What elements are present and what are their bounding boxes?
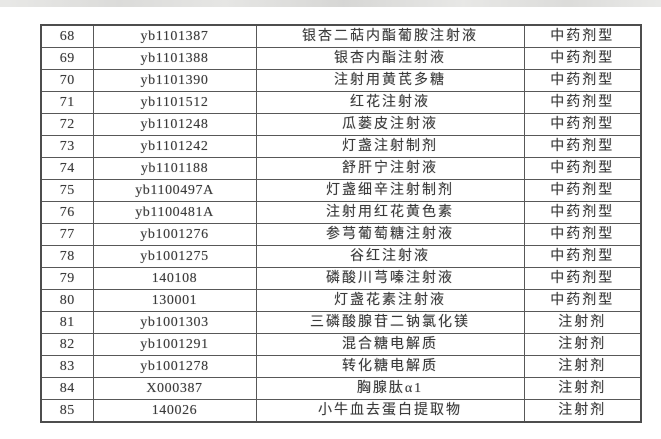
code-cell: yb1100481A [92, 201, 257, 224]
table-row: 82 yb1001291 混合糖电解质 注射剂 [40, 333, 642, 356]
row-number-cell: 81 [40, 311, 94, 334]
table-row: 75 yb1100497A 灯盏细辛注射制剂 中药剂型 [40, 179, 642, 202]
code-cell: X000387 [92, 377, 257, 400]
code-cell: 140108 [92, 267, 257, 290]
category-cell: 中药剂型 [523, 179, 642, 202]
drug-name-cell: 谷红注射液 [255, 245, 525, 268]
drug-list-table: 68 yb1101387 银杏二萜内酯葡胺注射液 中药剂型 69 yb1101388 银杏内… [40, 24, 642, 423]
category-cell: 中药剂型 [523, 223, 642, 246]
drug-name-cell: 混合糖电解质 [255, 333, 525, 356]
table-row: 69 yb1101388 银杏内酯注射液 中药剂型 [40, 47, 642, 70]
drug-name-cell: 注射用黄芪多糖 [255, 69, 525, 92]
category-cell: 中药剂型 [523, 113, 642, 136]
drug-name-cell: 银杏内酯注射液 [255, 47, 525, 70]
scan-artifact-strip [0, 0, 661, 7]
drug-name-cell: 银杏二萜内酯葡胺注射液 [255, 24, 525, 48]
drug-name-cell: 灯盏注射制剂 [255, 135, 525, 158]
table-row: 81 yb1001303 三磷酸腺苷二钠氯化镁 注射剂 [40, 311, 642, 334]
code-cell: yb1101388 [92, 47, 257, 70]
drug-name-cell: 注射用红花黄色素 [255, 201, 525, 224]
table-row: 79 140108 磷酸川芎嗪注射液 中药剂型 [40, 267, 642, 290]
code-cell: 130001 [92, 289, 257, 312]
row-number-cell: 85 [40, 399, 94, 423]
category-cell: 中药剂型 [523, 91, 642, 114]
table-row: 74 yb1101188 舒肝宁注射液 中药剂型 [40, 157, 642, 180]
code-cell: yb1101387 [92, 24, 257, 48]
category-cell: 注射剂 [523, 333, 642, 356]
row-number-cell: 84 [40, 377, 94, 400]
table-row: 68 yb1101387 银杏二萜内酯葡胺注射液 中药剂型 [40, 24, 642, 48]
category-cell: 中药剂型 [523, 24, 642, 48]
drug-name-cell: 舒肝宁注射液 [255, 157, 525, 180]
row-number-cell: 68 [40, 24, 94, 48]
drug-name-cell: 转化糖电解质 [255, 355, 525, 378]
row-number-cell: 73 [40, 135, 94, 158]
code-cell: yb1001275 [92, 245, 257, 268]
category-cell: 中药剂型 [523, 135, 642, 158]
category-cell: 中药剂型 [523, 47, 642, 70]
code-cell: yb1101248 [92, 113, 257, 136]
category-cell: 中药剂型 [523, 267, 642, 290]
category-cell: 注射剂 [523, 377, 642, 400]
drug-table-body: 68 yb1101387 银杏二萜内酯葡胺注射液 中药剂型 69 yb1101388 银杏内… [40, 24, 642, 423]
table-row: 70 yb1101390 注射用黄芪多糖 中药剂型 [40, 69, 642, 92]
drug-name-cell: 小牛血去蛋白提取物 [255, 399, 525, 423]
code-cell: yb1001276 [92, 223, 257, 246]
table-row: 72 yb1101248 瓜蒌皮注射液 中药剂型 [40, 113, 642, 136]
code-cell: yb1001278 [92, 355, 257, 378]
row-number-cell: 72 [40, 113, 94, 136]
code-cell: yb1101188 [92, 157, 257, 180]
category-cell: 中药剂型 [523, 201, 642, 224]
category-cell: 注射剂 [523, 311, 642, 334]
row-number-cell: 80 [40, 289, 94, 312]
row-number-cell: 71 [40, 91, 94, 114]
drug-name-cell: 胸腺肽α1 [255, 377, 525, 400]
table-row: 85 140026 小牛血去蛋白提取物 注射剂 [40, 399, 642, 423]
code-cell: yb1101512 [92, 91, 257, 114]
category-cell: 注射剂 [523, 355, 642, 378]
table-row: 73 yb1101242 灯盏注射制剂 中药剂型 [40, 135, 642, 158]
drug-name-cell: 红花注射液 [255, 91, 525, 114]
row-number-cell: 76 [40, 201, 94, 224]
table-row: 83 yb1001278 转化糖电解质 注射剂 [40, 355, 642, 378]
category-cell: 中药剂型 [523, 69, 642, 92]
row-number-cell: 69 [40, 47, 94, 70]
code-cell: 140026 [92, 399, 257, 423]
row-number-cell: 74 [40, 157, 94, 180]
category-cell: 中药剂型 [523, 245, 642, 268]
row-number-cell: 82 [40, 333, 94, 356]
row-number-cell: 75 [40, 179, 94, 202]
table-row: 76 yb1100481A 注射用红花黄色素 中药剂型 [40, 201, 642, 224]
code-cell: yb1101390 [92, 69, 257, 92]
table-row: 77 yb1001276 参芎葡萄糖注射液 中药剂型 [40, 223, 642, 246]
category-cell: 中药剂型 [523, 289, 642, 312]
code-cell: yb1001291 [92, 333, 257, 356]
category-cell: 注射剂 [523, 399, 642, 423]
row-number-cell: 77 [40, 223, 94, 246]
drug-name-cell: 灯盏细辛注射制剂 [255, 179, 525, 202]
table-row: 71 yb1101512 红花注射液 中药剂型 [40, 91, 642, 114]
drug-name-cell: 参芎葡萄糖注射液 [255, 223, 525, 246]
table-row: 84 X000387 胸腺肽α1 注射剂 [40, 377, 642, 400]
drug-name-cell: 灯盏花素注射液 [255, 289, 525, 312]
drug-name-cell: 瓜蒌皮注射液 [255, 113, 525, 136]
row-number-cell: 70 [40, 69, 94, 92]
table-row: 80 130001 灯盏花素注射液 中药剂型 [40, 289, 642, 312]
row-number-cell: 78 [40, 245, 94, 268]
drug-name-cell: 磷酸川芎嗪注射液 [255, 267, 525, 290]
code-cell: yb1001303 [92, 311, 257, 334]
code-cell: yb1101242 [92, 135, 257, 158]
row-number-cell: 83 [40, 355, 94, 378]
category-cell: 中药剂型 [523, 157, 642, 180]
row-number-cell: 79 [40, 267, 94, 290]
code-cell: yb1100497A [92, 179, 257, 202]
drug-name-cell: 三磷酸腺苷二钠氯化镁 [255, 311, 525, 334]
table-row: 78 yb1001275 谷红注射液 中药剂型 [40, 245, 642, 268]
